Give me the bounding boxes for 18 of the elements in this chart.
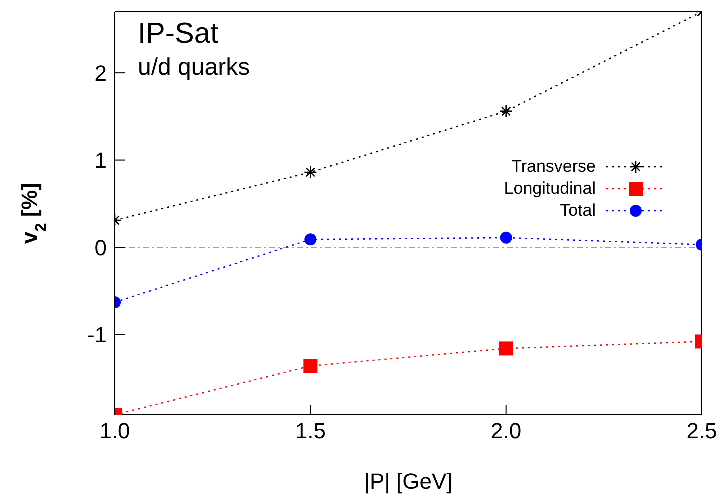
y-tick-label: -1 bbox=[87, 322, 107, 348]
y-tick-label: 0 bbox=[94, 235, 107, 260]
point bbox=[499, 342, 514, 356]
annotation: IP-Sat bbox=[138, 18, 219, 51]
y-tick-label: 2 bbox=[94, 60, 107, 86]
x-tick-label: 2.5 bbox=[686, 418, 718, 444]
x-tick-label: 1.5 bbox=[295, 418, 326, 444]
point bbox=[304, 359, 318, 374]
point bbox=[500, 104, 513, 118]
x-tick-label: 2.0 bbox=[491, 418, 522, 444]
legend-label: Total bbox=[560, 200, 596, 222]
legend-label: Transverse bbox=[512, 156, 596, 178]
x-tick-label: 1.0 bbox=[100, 418, 130, 444]
annotation: u/d quarks bbox=[138, 54, 250, 82]
point bbox=[304, 166, 318, 180]
y-tick-label: 1 bbox=[94, 148, 107, 174]
legend-label: Longitudinal bbox=[504, 178, 596, 200]
x-axis-title: |P| [GeV] bbox=[364, 469, 453, 494]
